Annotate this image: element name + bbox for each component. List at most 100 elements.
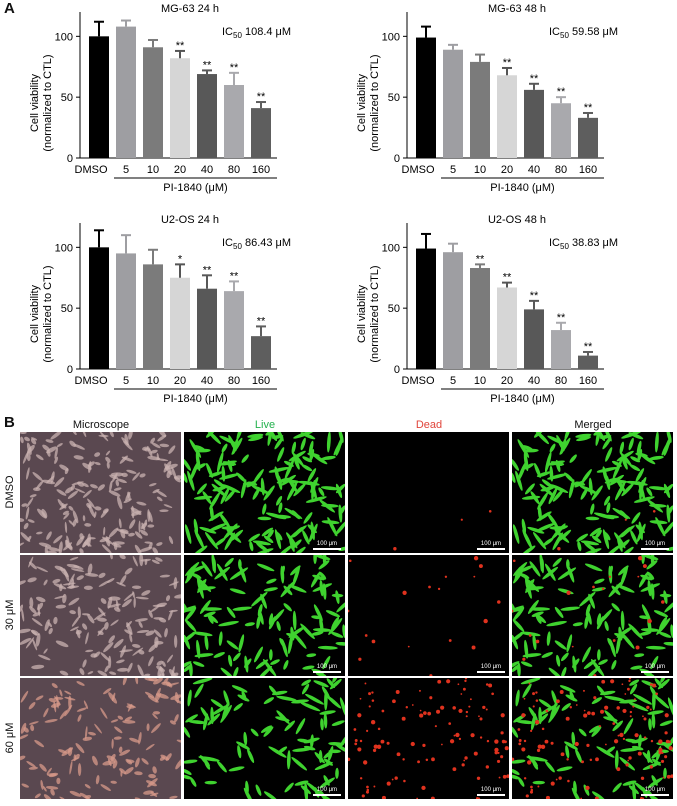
y-tick-label: 50: [61, 303, 73, 315]
significance-mark: **: [557, 312, 566, 324]
y-tick-label: 0: [67, 364, 73, 376]
bar: [143, 47, 163, 158]
y-axis-label: Cell viability: [29, 284, 41, 343]
bar: [524, 89, 544, 158]
bar: [89, 247, 109, 369]
significance-mark: **: [230, 62, 239, 74]
y-tick-label: 0: [394, 364, 400, 376]
significance-mark: **: [257, 315, 266, 327]
scale-bar-line: [641, 548, 669, 550]
significance-mark: **: [530, 290, 539, 302]
bar: [89, 36, 109, 159]
x-tick-label: 5: [450, 164, 456, 176]
bar: [197, 288, 217, 369]
micrograph-dead-2: 100 μm: [348, 555, 509, 676]
significance-mark: **: [230, 270, 239, 282]
y-axis-label: Cell viability: [29, 73, 41, 132]
y-axis-label: (normalized to CTL): [369, 265, 381, 362]
scale-bar-label: 100 μm: [644, 541, 666, 547]
significance-mark: *: [178, 253, 183, 265]
x-tick-label: 80: [555, 164, 567, 176]
x-tick-label: 160: [579, 164, 597, 176]
x-tick-label: 20: [501, 375, 513, 387]
x-tick-label: 10: [147, 164, 159, 176]
row-header: 30 μM: [4, 599, 16, 630]
significance-mark: **: [176, 40, 185, 52]
micrograph-microscope-2: [20, 555, 181, 676]
x-tick-label: DMSO: [75, 164, 108, 176]
significance-mark: **: [257, 91, 266, 103]
panel-b-label: B: [4, 414, 15, 431]
chart-title: MG-63 24 h: [161, 3, 219, 15]
micrograph-image: [184, 555, 345, 676]
significance-mark: **: [530, 73, 539, 85]
micrograph-microscope-3: [20, 678, 181, 799]
micrograph-image: [20, 432, 181, 553]
scale-bar-line: [477, 794, 505, 796]
y-axis-label: Cell viability: [356, 73, 368, 132]
x-axis-label: PI-1840 (μM): [490, 393, 554, 405]
x-tick-label: 160: [252, 164, 270, 176]
x-tick-label: 40: [528, 375, 540, 387]
bar: [143, 264, 163, 369]
bar: [251, 336, 271, 369]
x-tick-label: 20: [501, 164, 513, 176]
bar: [224, 291, 244, 369]
y-axis-label: (normalized to CTL): [42, 265, 54, 362]
x-axis-label: PI-1840 (μM): [490, 182, 554, 194]
scale-bar: 100 μm: [477, 664, 505, 673]
x-tick-label: DMSO: [402, 164, 435, 176]
bar: [497, 75, 517, 158]
micrograph-live-2: 100 μm: [184, 555, 345, 676]
significance-mark: **: [584, 341, 593, 353]
ic50-label: IC50 86.43 μM: [222, 237, 291, 251]
bar: [443, 49, 463, 158]
micrograph-merged-2: 100 μm: [512, 555, 673, 676]
bar: [578, 355, 598, 369]
bar: [170, 58, 190, 158]
y-tick-label: 100: [55, 242, 73, 254]
micrograph-image: [348, 678, 509, 799]
bar: [443, 252, 463, 369]
column-header-microscope: Microscope: [72, 419, 130, 431]
bar: [416, 37, 436, 158]
x-tick-label: 5: [123, 375, 129, 387]
micrograph-image: [348, 555, 509, 676]
micrograph-image: [20, 678, 181, 799]
row-header: DMSO: [4, 475, 16, 508]
x-tick-label: DMSO: [75, 375, 108, 387]
scale-bar-label: 100 μm: [480, 787, 502, 793]
y-tick-label: 0: [394, 153, 400, 165]
scale-bar-line: [477, 548, 505, 550]
scale-bar-label: 100 μm: [480, 664, 502, 670]
x-tick-label: 10: [474, 164, 486, 176]
x-tick-label: 160: [252, 375, 270, 387]
x-tick-label: 40: [528, 164, 540, 176]
scale-bar-line: [313, 671, 341, 673]
x-tick-label: 5: [123, 164, 129, 176]
column-header-live: Live: [254, 419, 276, 431]
significance-mark: **: [584, 102, 593, 114]
x-tick-label: 40: [201, 375, 213, 387]
micrograph-image: [184, 678, 345, 799]
y-tick-label: 100: [382, 242, 400, 254]
x-tick-label: 40: [201, 164, 213, 176]
chart-title: U2-OS 24 h: [161, 214, 219, 226]
bar: [551, 330, 571, 369]
micrograph-image: [512, 678, 673, 799]
scale-bar-label: 100 μm: [316, 541, 338, 547]
x-tick-label: 10: [474, 375, 486, 387]
bar: [251, 108, 271, 158]
scale-bar: 100 μm: [641, 541, 669, 550]
ic50-label: IC50 59.58 μM: [549, 26, 618, 40]
ic50-label: IC50 38.83 μM: [549, 237, 618, 251]
significance-mark: **: [503, 272, 512, 284]
row-header: 60 μM: [4, 722, 16, 753]
x-tick-label: 20: [174, 375, 186, 387]
scale-bar-line: [313, 548, 341, 550]
micrograph-merged-3: 100 μm: [512, 678, 673, 799]
